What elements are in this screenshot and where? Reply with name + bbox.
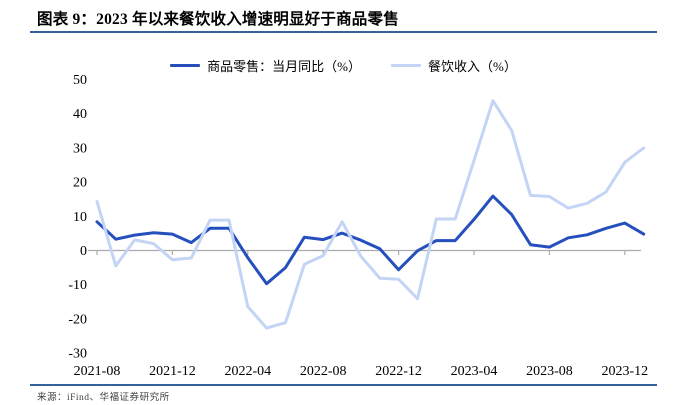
goods-retail-series-line xyxy=(95,194,646,286)
legend-item-catering: 餐饮收入（%） xyxy=(391,56,517,75)
goods-retail-line-swatch-icon xyxy=(170,63,201,67)
catering-series-line xyxy=(95,99,646,330)
x-axis-labels: 2021-08 2021-12 2022-04 2022-08 2022-12 2023-… xyxy=(74,364,648,379)
legend-item-goods-retail: 商品零售：当月同比（%） xyxy=(170,56,361,75)
catering-line-swatch-icon xyxy=(391,63,421,67)
y-tick-label: 30 xyxy=(73,141,87,156)
y-axis-labels: 50 40 30 20 10 0 -10 -20 -30 xyxy=(68,73,87,362)
x-tick-label: 2022-04 xyxy=(224,364,271,379)
y-tick-label: 50 xyxy=(73,73,87,88)
x-axis xyxy=(88,249,641,255)
y-tick-label: -10 xyxy=(68,278,87,293)
y-tick-label: -20 xyxy=(68,312,87,327)
y-tick-label: 0 xyxy=(80,244,87,259)
x-tick-label: 2022-08 xyxy=(300,364,347,379)
source-note: 来源：iFind、华福证券研究所 xyxy=(37,393,170,403)
x-tick-label: 2021-12 xyxy=(149,364,196,379)
y-tick-label: 40 xyxy=(73,107,87,122)
legend-label-goods-retail: 商品零售：当月同比（%） xyxy=(207,58,361,74)
legend-label-catering: 餐饮收入（%） xyxy=(428,58,517,74)
x-tick-label: 2021-08 xyxy=(74,364,121,379)
chart-legend: 商品零售：当月同比（%） 餐饮收入（%） xyxy=(30,56,657,74)
x-tick-label: 2023-08 xyxy=(526,364,573,379)
bottom-divider-rule xyxy=(30,384,657,386)
x-tick-label: 2022-12 xyxy=(375,364,422,379)
x-tick-label: 2023-04 xyxy=(451,364,498,379)
y-tick-label: 20 xyxy=(73,176,87,191)
title-divider-rule xyxy=(30,31,657,33)
chart-title: 图表 9：2023 年以来餐饮收入增速明显好于商品零售 xyxy=(37,11,399,28)
y-tick-label: -30 xyxy=(68,347,87,362)
x-tick-label: 2023-12 xyxy=(601,364,648,379)
y-tick-label: 10 xyxy=(73,210,87,225)
